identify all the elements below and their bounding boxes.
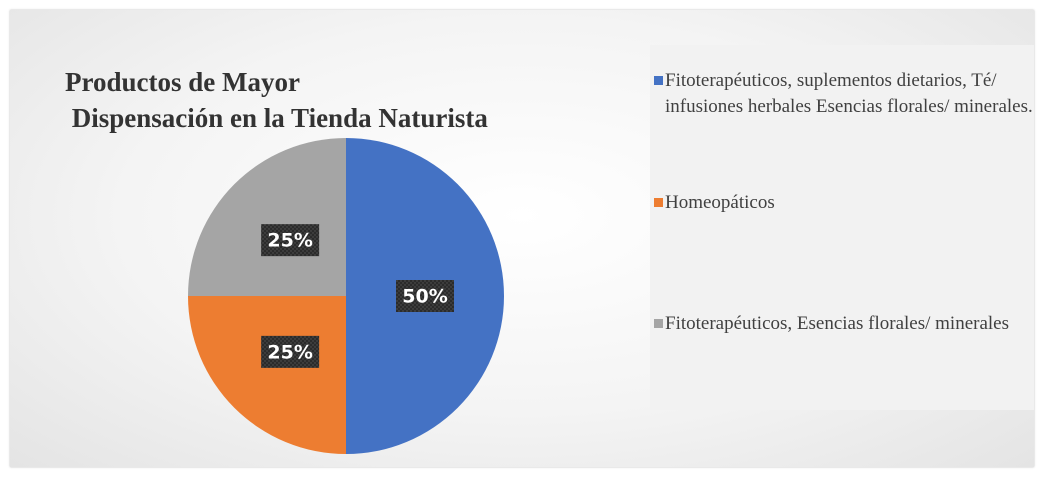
- pie-slice: [188, 138, 346, 296]
- chart-area: Productos de Mayor Dispensación en la Ti…: [10, 10, 1034, 467]
- label-box: [261, 224, 320, 257]
- legend-entry: Homeopáticos: [652, 190, 1040, 216]
- legend-swatch: [654, 198, 663, 207]
- legend-label: Homeopáticos: [665, 192, 775, 213]
- data-label: 25%: [267, 341, 312, 363]
- legend-swatch: [654, 319, 663, 328]
- legend-label: Fitoterapéuticos, suplementos dietarios,…: [665, 70, 1033, 117]
- chart-title: Productos de Mayor Dispensación en la Ti…: [65, 67, 488, 133]
- label-box: [396, 280, 454, 312]
- pie-slice: [188, 296, 346, 454]
- legend-entry: Fitoterapéuticos, Esencias florales/ min…: [652, 311, 1040, 337]
- legend: Fitoterapéuticos, suplementos dietarios,…: [650, 45, 1034, 410]
- data-label: 25%: [267, 230, 312, 252]
- data-label: 50%: [402, 286, 447, 308]
- legend-entry: Fitoterapéuticos, suplementos dietarios,…: [652, 68, 1040, 120]
- label-box: [261, 335, 320, 368]
- legend-label: Fitoterapéuticos, Esencias florales/ min…: [665, 313, 1009, 334]
- legend-swatch: [654, 76, 663, 85]
